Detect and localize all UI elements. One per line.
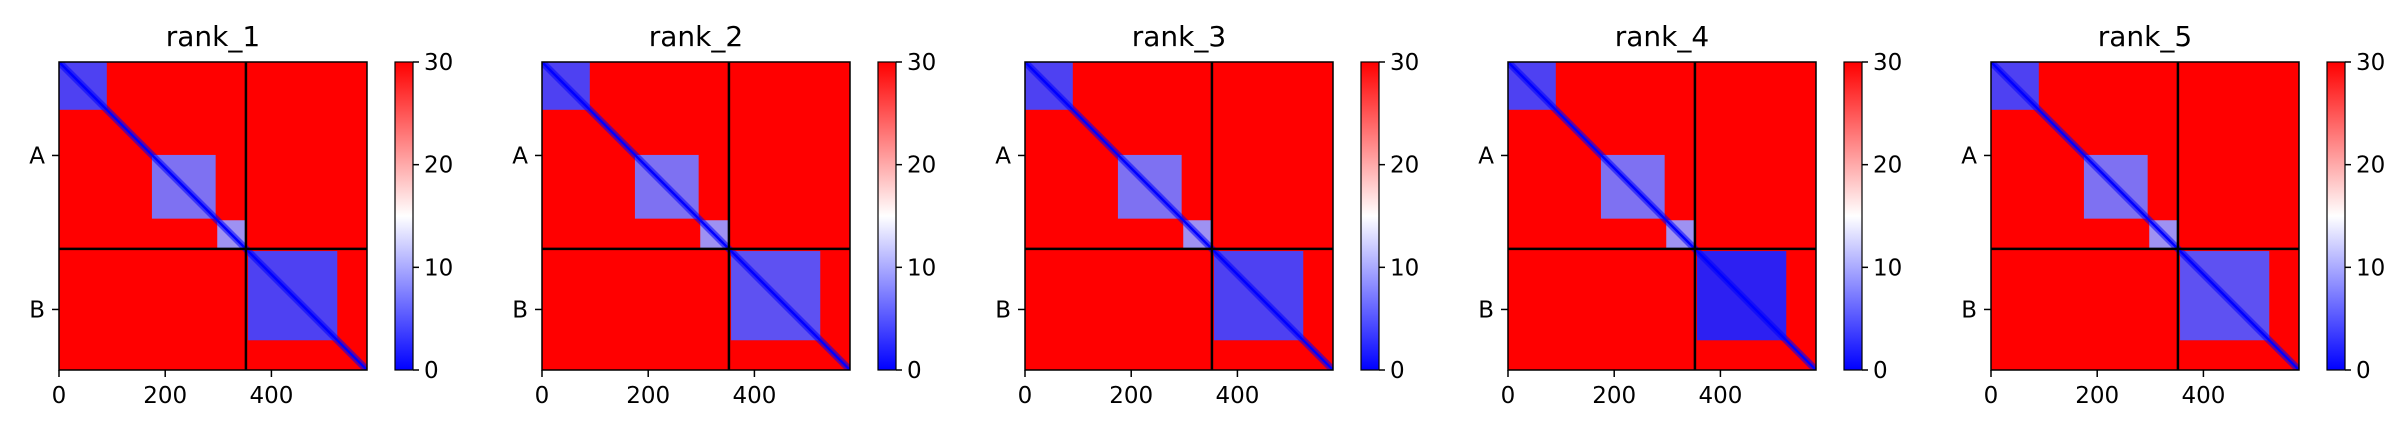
colorbar-tick-label: 20	[1873, 153, 1902, 179]
x-tick-label: 0	[52, 383, 67, 409]
heatmap-area	[1991, 62, 2299, 370]
pae-panel-2: rank_2 0 200 400 A B 0 10 20 30	[512, 20, 936, 409]
colorbar-tick-label: 20	[1390, 153, 1419, 179]
panel-title: rank_1	[166, 20, 260, 53]
axes-frame	[1990, 61, 2300, 371]
x-tick-label: 400	[732, 383, 776, 409]
colorbar-tick-label: 20	[424, 153, 453, 179]
x-tick-label: 400	[249, 383, 293, 409]
colorbar-tick-label: 10	[1873, 255, 1902, 281]
chain-label-a: A	[512, 143, 528, 169]
pae-panel-5: rank_5 0 200 400 A B 0 10 20 30	[1961, 20, 2385, 409]
chain-label-b: B	[995, 297, 1011, 323]
colorbar	[2326, 61, 2346, 371]
colorbar-tick-label: 30	[2356, 50, 2385, 76]
heatmap-diagonal-core	[1508, 62, 1816, 370]
colorbar-tick-label: 0	[1390, 358, 1405, 384]
x-tick-label: 400	[1215, 383, 1259, 409]
chain-label-b: B	[29, 297, 45, 323]
axes-frame	[1024, 61, 1334, 371]
colorbar-tick-label: 0	[1873, 358, 1888, 384]
pae-panel-1: rank_1 0 200 400 A B 0 10 20 30	[29, 20, 453, 409]
colorbar	[877, 61, 897, 371]
panel-title: rank_5	[2098, 20, 2192, 53]
panel-title: rank_4	[1615, 20, 1709, 53]
colorbar-tick-label: 30	[424, 50, 453, 76]
axes-frame	[1507, 61, 1817, 371]
colorbar-tick-label: 30	[1390, 50, 1419, 76]
x-tick-label: 200	[2075, 383, 2119, 409]
x-tick-label: 0	[1501, 383, 1516, 409]
heatmap-diagonal-core	[1025, 62, 1333, 370]
axes-frame	[541, 61, 851, 371]
chain-label-a: A	[29, 143, 45, 169]
heatmap-diagonal-core	[59, 62, 367, 370]
chain-label-b: B	[1478, 297, 1494, 323]
colorbar-tick-label: 30	[1873, 50, 1902, 76]
colorbar-tick-label: 0	[424, 358, 439, 384]
colorbar	[1843, 61, 1863, 371]
x-tick-label: 0	[535, 383, 550, 409]
heatmap-area	[542, 62, 850, 370]
chain-label-a: A	[1478, 143, 1494, 169]
colorbar-tick-label: 20	[2356, 153, 2385, 179]
pae-panel-4: rank_4 0 200 400 A B 0 10 20 30	[1478, 20, 1902, 409]
colorbar-tick-label: 0	[2356, 358, 2371, 384]
heatmap-diagonal-core	[1991, 62, 2299, 370]
x-tick-label: 200	[1109, 383, 1153, 409]
heatmap-diagonal-core	[542, 62, 850, 370]
chain-label-b: B	[512, 297, 528, 323]
chain-label-a: A	[1961, 143, 1977, 169]
chain-label-b: B	[1961, 297, 1977, 323]
colorbar	[1360, 61, 1380, 371]
x-tick-label: 0	[1984, 383, 1999, 409]
x-tick-label: 400	[1698, 383, 1742, 409]
axes-frame	[58, 61, 368, 371]
x-tick-label: 200	[626, 383, 670, 409]
colorbar-tick-label: 10	[907, 255, 936, 281]
heatmap-area	[1025, 62, 1333, 370]
colorbar-tick-label: 10	[424, 255, 453, 281]
x-tick-label: 400	[2181, 383, 2225, 409]
colorbar-tick-label: 10	[2356, 255, 2385, 281]
colorbar	[394, 61, 414, 371]
colorbar-tick-label: 30	[907, 50, 936, 76]
colorbar-tick-label: 20	[907, 153, 936, 179]
colorbar-tick-label: 0	[907, 358, 922, 384]
x-tick-label: 200	[143, 383, 187, 409]
heatmap-area	[1508, 62, 1816, 370]
panel-title: rank_2	[649, 20, 743, 53]
x-tick-label: 200	[1592, 383, 1636, 409]
heatmap-area	[59, 62, 367, 370]
colorbar-tick-label: 10	[1390, 255, 1419, 281]
panel-title: rank_3	[1132, 20, 1226, 53]
pae-panel-3: rank_3 0 200 400 A B 0 10 20 30	[995, 20, 1419, 409]
x-tick-label: 0	[1018, 383, 1033, 409]
chain-label-a: A	[995, 143, 1011, 169]
